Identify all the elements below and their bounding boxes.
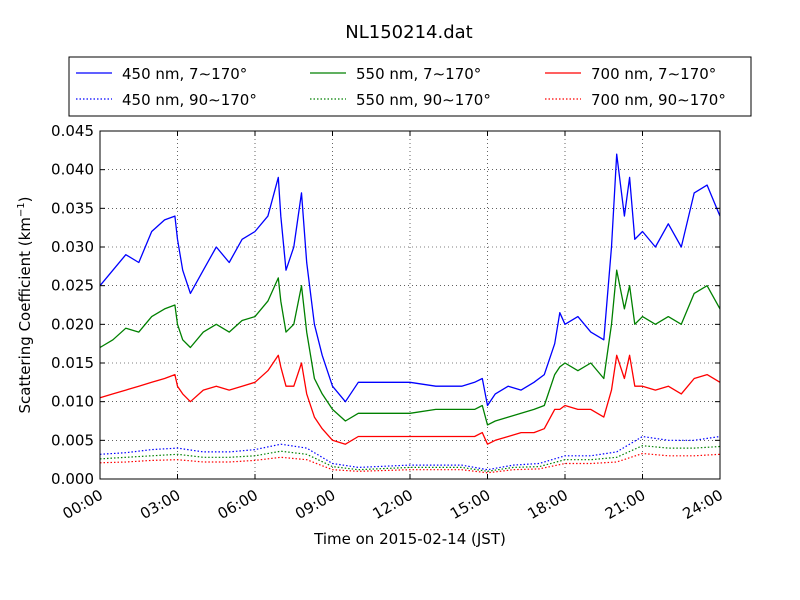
series-line bbox=[99, 269, 721, 426]
series-layer bbox=[99, 153, 721, 474]
y-tick-label: 0.005 bbox=[51, 431, 94, 449]
legend-box bbox=[68, 56, 752, 117]
y-axis-label-main: Scattering Coefficient (km bbox=[16, 217, 34, 413]
legend-label: 700 nm, 90∼170° bbox=[591, 91, 726, 109]
x-axis-label: Time on 2015-02-14 (JST) bbox=[313, 530, 506, 548]
legend: 450 nm, 7∼170° 550 nm, 7∼170° 700 nm, 7∼17… bbox=[68, 56, 752, 117]
grid bbox=[100, 131, 720, 479]
y-tick-label: 0.025 bbox=[51, 277, 94, 295]
y-tick-label: 0.035 bbox=[51, 199, 94, 217]
legend-label: 550 nm, 90∼170° bbox=[356, 91, 491, 109]
ticks bbox=[99, 130, 721, 480]
y-axis-label-superscript: −1 bbox=[16, 202, 27, 217]
y-tick-label: 0.010 bbox=[51, 393, 94, 411]
legend-label: 700 nm, 7∼170° bbox=[591, 65, 716, 83]
y-tick-label: 0.000 bbox=[51, 470, 94, 488]
series-line bbox=[99, 153, 721, 407]
y-axis-label: Scattering Coefficient (km−1) bbox=[16, 196, 34, 413]
series-line bbox=[99, 435, 721, 471]
y-tick-label: 0.020 bbox=[51, 315, 94, 333]
series-line bbox=[99, 445, 721, 472]
y-tick-label: 0.045 bbox=[51, 122, 94, 140]
y-axis-label-end: ) bbox=[16, 196, 34, 202]
chart-title: NL150214.dat bbox=[345, 22, 472, 43]
y-tick-labels: 0.000 0.005 0.010 0.015 0.020 0.025 0.030 0.035… bbox=[51, 122, 94, 488]
y-tick-label: 0.040 bbox=[51, 161, 94, 179]
y-tick-label: 0.030 bbox=[51, 238, 94, 256]
y-tick-label: 0.015 bbox=[51, 354, 94, 372]
series-line bbox=[99, 452, 721, 474]
series-line bbox=[99, 354, 721, 445]
legend-label: 450 nm, 90∼170° bbox=[122, 91, 257, 109]
legend-label: 550 nm, 7∼170° bbox=[356, 65, 481, 83]
legend-label: 450 nm, 7∼170° bbox=[122, 65, 247, 83]
